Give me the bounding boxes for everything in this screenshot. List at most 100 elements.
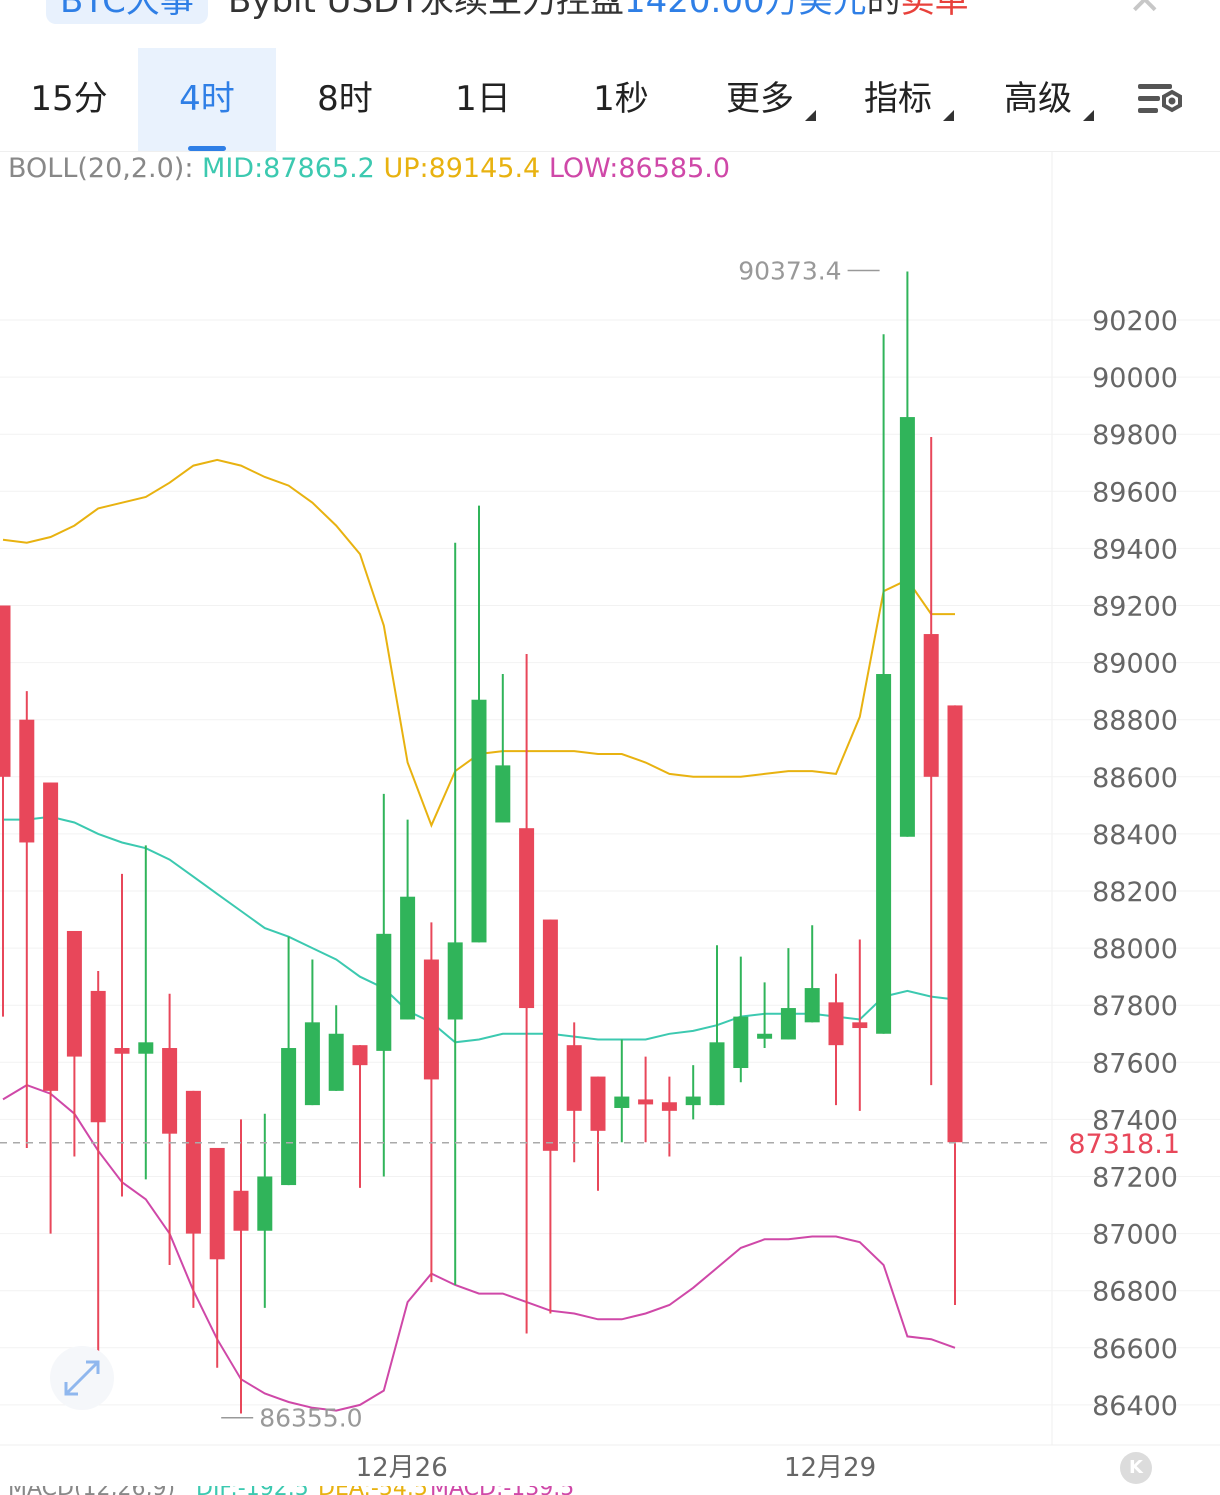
tab-1s[interactable]: 1秒 (552, 48, 690, 151)
tab-4h[interactable]: 4时 (138, 48, 276, 151)
candle-body (447, 942, 463, 1020)
candle-body (471, 699, 487, 943)
candle-down (162, 993, 178, 1266)
candle-body (400, 896, 416, 1020)
timeframe-tabs: 15分 4时 8时 1日 1秒 更多 指标 高级 (0, 48, 1220, 151)
news-tag: BTC大事 (46, 0, 208, 24)
x-tick-label: 12月29 (784, 1453, 876, 1483)
y-tick-label: 89200 (1092, 592, 1178, 623)
tab-1d[interactable]: 1日 (414, 48, 552, 151)
y-tick-label: 86400 (1092, 1391, 1178, 1422)
candle-body (733, 1016, 749, 1069)
candle-up (709, 945, 725, 1106)
y-tick-label: 89400 (1092, 534, 1178, 565)
macd-legend: MACD(12,26,9) DIF:-192.5 DEA:-54.5 MACD:… (0, 1486, 1220, 1495)
candle-down (352, 1045, 368, 1188)
tab-label: 4时 (179, 79, 235, 119)
candle-up (780, 948, 796, 1040)
candle-up (447, 542, 463, 1285)
y-tick-label: 88800 (1092, 706, 1178, 737)
x-tick-label: 12月26 (356, 1453, 448, 1483)
candle-down (423, 922, 439, 1283)
boll-up: UP:89145.4 (383, 153, 541, 184)
y-tick-label: 89800 (1092, 420, 1178, 451)
boll-mid: MID:87865.2 (202, 153, 375, 184)
candle-body (114, 1048, 130, 1054)
y-tick-label: 89000 (1092, 649, 1178, 680)
headline-end: 卖单 (900, 0, 969, 21)
candle-body (90, 990, 106, 1123)
macd-name: MACD(12,26,9) (8, 1486, 175, 1495)
y-tick-label: 90200 (1092, 306, 1178, 337)
candle-body (828, 1002, 844, 1046)
candle-up (376, 793, 392, 1177)
macd-value: MACD:-139.5 (430, 1486, 574, 1495)
news-headline: Bybit USDT永续主力控盘1420.00万美元的卖单 (228, 0, 969, 24)
y-tick-label: 87400 (1092, 1105, 1178, 1136)
candle-body (947, 705, 963, 1143)
candle-down (19, 691, 35, 1148)
tab-label: 更多 (726, 79, 794, 119)
dropdown-corner-icon (805, 110, 816, 121)
candle-down (852, 939, 868, 1111)
candle-body (876, 674, 892, 1034)
tab-advanced[interactable]: 高级 (982, 48, 1094, 151)
candle-up (804, 925, 820, 1023)
candle-down (114, 873, 130, 1197)
candle-down (923, 437, 939, 1086)
y-tick-label: 89600 (1092, 477, 1178, 508)
chart-settings-icon[interactable] (1134, 78, 1190, 124)
headline-prefix: Bybit USDT永续主力控盘 (228, 0, 625, 21)
candle-body (590, 1076, 606, 1131)
tabs-divider (0, 151, 1220, 152)
news-banner[interactable]: BTC大事 Bybit USDT永续主力控盘1420.00万美元的卖单 ✕ (0, 0, 1220, 36)
candle-body (352, 1045, 368, 1066)
candle-down (90, 970, 106, 1357)
candle-down (233, 1119, 249, 1414)
candle-body (661, 1102, 677, 1111)
candle-body (519, 828, 535, 1009)
dropdown-corner-icon (943, 110, 954, 121)
y-tick-label: 87800 (1092, 991, 1178, 1022)
candle-up (304, 959, 320, 1106)
tab-indicators[interactable]: 指标 (842, 48, 954, 151)
tab-label: 1秒 (593, 79, 649, 119)
y-tick-label: 87200 (1092, 1163, 1178, 1194)
candle-body (328, 1033, 344, 1091)
extreme-markers: 90373.4 86355.0 87318.1 (0, 256, 1220, 1433)
candle-body (0, 605, 11, 777)
candle-down (542, 919, 558, 1314)
candle-body (138, 1042, 154, 1054)
y-tick-label: 88600 (1092, 763, 1178, 794)
tab-8h[interactable]: 8时 (276, 48, 414, 151)
candle-body (376, 933, 392, 1051)
tab-15m[interactable]: 15分 (0, 48, 138, 151)
candle-body (780, 1008, 796, 1040)
expand-button[interactable] (50, 1346, 114, 1410)
boll-mid-line (3, 815, 956, 1044)
boll-name: BOLL(20,2.0): (8, 153, 194, 184)
candle-body (423, 959, 439, 1080)
candle-up (257, 1113, 273, 1308)
candle-body (852, 1022, 868, 1029)
tab-label: 15分 (30, 79, 108, 119)
candle-down (638, 1056, 654, 1143)
candle-body (804, 988, 820, 1023)
candle-down (566, 1022, 582, 1163)
y-tick-label: 86800 (1092, 1277, 1178, 1308)
candle-body (19, 719, 35, 843)
candle-up (400, 819, 416, 1020)
candle-body (162, 1048, 178, 1134)
close-icon[interactable]: ✕ (1128, 0, 1162, 24)
candle-up (614, 1039, 630, 1143)
tab-more[interactable]: 更多 (704, 48, 816, 151)
boll-legend: BOLL(20,2.0): MID:87865.2 UP:89145.4 LOW… (8, 152, 730, 186)
k-logo-icon[interactable]: K (1120, 1452, 1152, 1484)
chart-grid (0, 152, 1220, 1446)
headline-highlight: 1420.00万美元 (624, 0, 867, 21)
macd-dif: DIF:-192.5 (196, 1486, 309, 1495)
macd-dea: DEA:-54.5 (318, 1486, 428, 1495)
candle-up (685, 1065, 701, 1120)
expand-icon (64, 1360, 100, 1396)
